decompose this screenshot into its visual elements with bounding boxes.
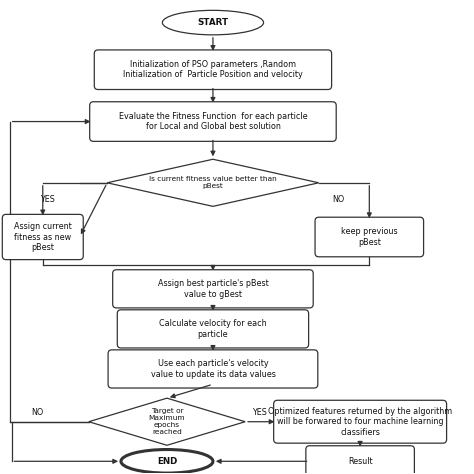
Polygon shape (107, 159, 319, 206)
Text: Calculate velocity for each
particle: Calculate velocity for each particle (159, 319, 267, 338)
Polygon shape (89, 398, 245, 445)
Text: YES: YES (40, 195, 55, 204)
Text: Evaluate the Fitness Function  for each particle
for Local and Global best solut: Evaluate the Fitness Function for each p… (118, 112, 307, 131)
Text: YES: YES (252, 408, 267, 417)
FancyBboxPatch shape (315, 217, 424, 257)
Ellipse shape (121, 449, 213, 473)
FancyBboxPatch shape (2, 214, 83, 260)
Text: Is current fitness value better than
pBest: Is current fitness value better than pBe… (149, 176, 277, 189)
FancyBboxPatch shape (108, 350, 318, 388)
Text: Result: Result (348, 457, 373, 466)
FancyBboxPatch shape (113, 270, 313, 308)
FancyBboxPatch shape (90, 102, 336, 141)
FancyBboxPatch shape (273, 400, 447, 443)
Text: START: START (197, 18, 228, 27)
FancyBboxPatch shape (117, 310, 309, 348)
Text: Optimized features returned by the algorithm
will be forwared to four machine le: Optimized features returned by the algor… (268, 407, 452, 437)
FancyBboxPatch shape (94, 50, 332, 90)
Text: Target or
Maximum
epochs
reached: Target or Maximum epochs reached (149, 408, 185, 435)
Text: END: END (157, 457, 177, 466)
Text: Assign current
fitness as new
pBest: Assign current fitness as new pBest (14, 222, 72, 252)
Ellipse shape (163, 10, 264, 35)
Text: Assign best particle's pBest
value to gBest: Assign best particle's pBest value to gB… (157, 279, 268, 299)
Text: NO: NO (31, 408, 44, 417)
Text: Use each particle's velocity
value to update its data values: Use each particle's velocity value to up… (151, 359, 275, 379)
Text: NO: NO (333, 195, 345, 204)
Text: keep previous
pBest: keep previous pBest (341, 228, 398, 246)
Text: Initialization of PSO parameters ,Random
Initialization of  Particle Position an: Initialization of PSO parameters ,Random… (123, 60, 303, 80)
FancyBboxPatch shape (306, 446, 414, 474)
